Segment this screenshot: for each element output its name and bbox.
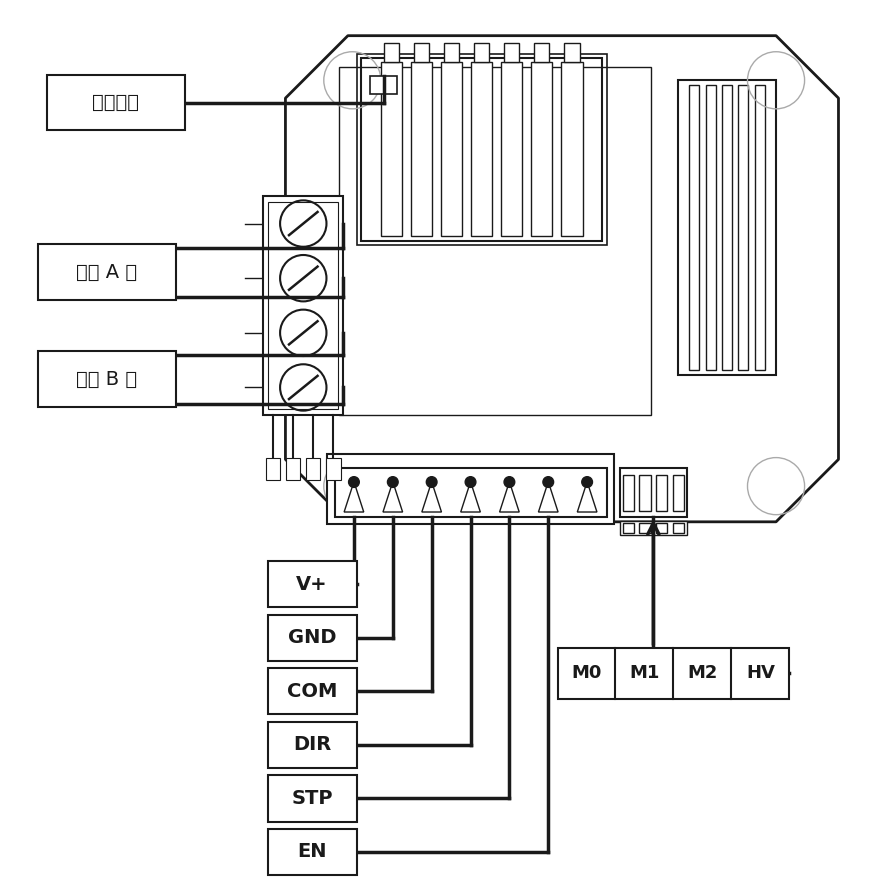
Bar xyxy=(357,54,607,245)
Circle shape xyxy=(349,476,359,487)
Bar xyxy=(268,829,357,875)
Bar xyxy=(620,521,687,535)
Polygon shape xyxy=(460,482,480,512)
Bar xyxy=(381,62,402,236)
Bar xyxy=(471,62,492,236)
Circle shape xyxy=(543,476,554,487)
Polygon shape xyxy=(577,482,597,512)
Text: DIR: DIR xyxy=(293,735,331,755)
Text: M0: M0 xyxy=(571,665,602,682)
Bar xyxy=(327,454,614,524)
Bar xyxy=(558,648,789,699)
Bar xyxy=(501,62,523,236)
Bar xyxy=(534,43,549,62)
Bar xyxy=(47,75,186,130)
Bar xyxy=(565,43,580,62)
Polygon shape xyxy=(539,482,558,512)
Bar xyxy=(561,62,582,236)
Text: EN: EN xyxy=(297,842,327,862)
Bar xyxy=(268,615,357,661)
Bar xyxy=(370,76,397,94)
Bar xyxy=(306,458,320,480)
Bar xyxy=(656,523,667,533)
Text: V+: V+ xyxy=(296,574,328,594)
Bar xyxy=(411,62,432,236)
Bar xyxy=(326,458,341,480)
Bar xyxy=(286,458,301,480)
Polygon shape xyxy=(344,482,364,512)
Bar xyxy=(414,43,429,62)
Bar xyxy=(266,458,280,480)
Bar xyxy=(623,475,634,511)
Text: STP: STP xyxy=(292,789,333,808)
Bar xyxy=(361,58,602,241)
Bar xyxy=(384,43,399,62)
Bar xyxy=(263,196,343,415)
Bar xyxy=(268,775,357,822)
Text: 电机 A 相: 电机 A 相 xyxy=(77,262,137,282)
Bar xyxy=(532,62,552,236)
Circle shape xyxy=(504,476,515,487)
Bar xyxy=(268,668,357,714)
Text: M2: M2 xyxy=(687,665,718,682)
Bar xyxy=(755,85,764,370)
Bar xyxy=(268,722,357,768)
Bar xyxy=(673,475,684,511)
Bar xyxy=(37,351,177,407)
Bar xyxy=(444,43,459,62)
Text: COM: COM xyxy=(287,681,337,701)
Circle shape xyxy=(582,476,592,487)
Circle shape xyxy=(387,476,398,487)
Bar xyxy=(268,561,357,607)
Bar xyxy=(640,523,651,533)
Circle shape xyxy=(426,476,437,487)
Bar xyxy=(620,468,687,517)
Bar xyxy=(640,475,651,511)
Bar xyxy=(37,244,177,300)
Text: GND: GND xyxy=(288,628,336,648)
Circle shape xyxy=(466,476,476,487)
Polygon shape xyxy=(383,482,402,512)
Bar xyxy=(690,85,699,370)
Bar xyxy=(268,202,338,409)
Polygon shape xyxy=(500,482,519,512)
Bar xyxy=(723,85,732,370)
Bar xyxy=(475,43,489,62)
Text: 电机 B 相: 电机 B 相 xyxy=(77,369,137,389)
Bar xyxy=(739,85,748,370)
Text: 电源指示: 电源指示 xyxy=(93,93,139,112)
Bar xyxy=(656,475,667,511)
Bar xyxy=(623,523,634,533)
Bar xyxy=(334,468,607,517)
Bar xyxy=(678,80,776,375)
Bar xyxy=(504,43,519,62)
Bar xyxy=(706,85,715,370)
Text: HV: HV xyxy=(746,665,775,682)
Bar xyxy=(673,523,684,533)
Bar xyxy=(441,62,462,236)
Text: M1: M1 xyxy=(629,665,660,682)
Polygon shape xyxy=(422,482,442,512)
Bar xyxy=(339,67,651,415)
